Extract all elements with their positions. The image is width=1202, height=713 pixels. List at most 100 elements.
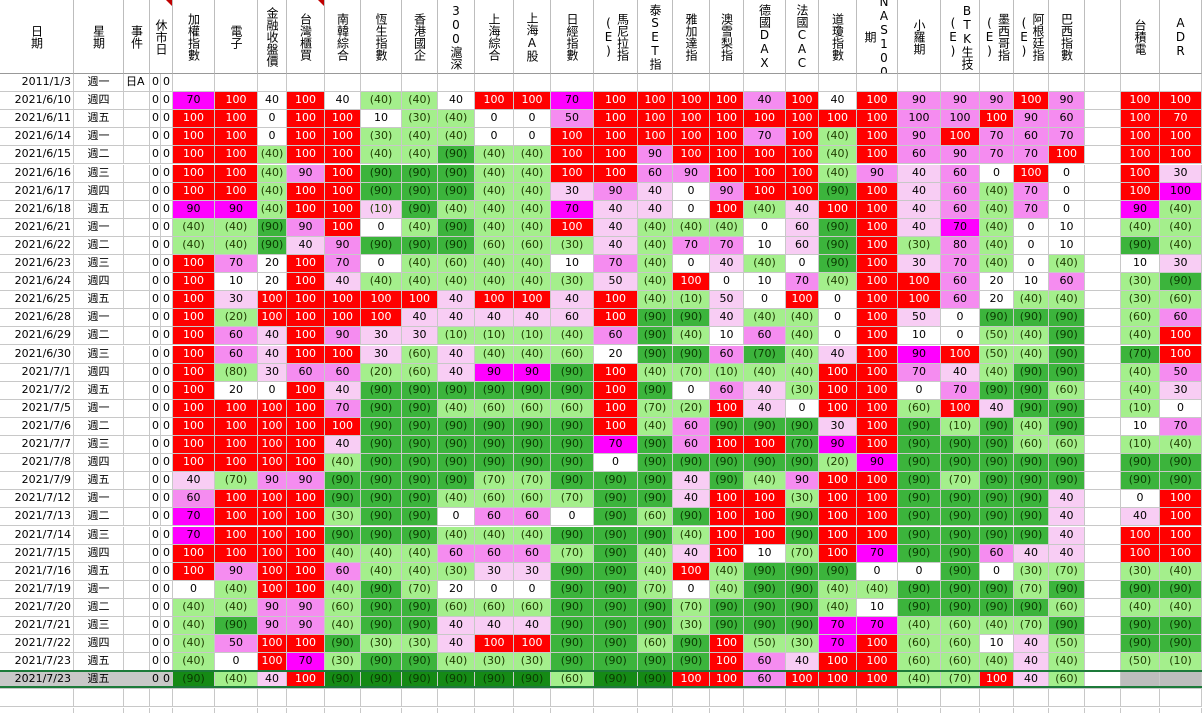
value-cell[interactable]: 100: [475, 92, 514, 111]
value-cell[interactable]: 100: [287, 273, 325, 292]
value-cell[interactable]: 10: [215, 273, 258, 292]
value-cell[interactable]: (90): [898, 508, 941, 527]
cell-holiday[interactable]: 0: [161, 381, 173, 400]
cell-week[interactable]: 週二: [74, 236, 124, 255]
value-cell[interactable]: (70): [786, 544, 819, 563]
value-cell[interactable]: 100: [941, 110, 980, 129]
cell-event[interactable]: [124, 200, 150, 219]
value-cell[interactable]: (90): [980, 598, 1014, 617]
cell-holiday[interactable]: 0: [150, 490, 161, 509]
column-header-c24[interactable]: 台積電: [1121, 0, 1160, 74]
cell-holiday[interactable]: 0: [150, 580, 161, 599]
cell-week[interactable]: 週五: [74, 110, 124, 129]
value-cell[interactable]: (30): [325, 508, 361, 527]
column-header-c16[interactable]: 法國CAC: [786, 0, 819, 74]
value-cell[interactable]: (40): [173, 617, 215, 636]
value-cell[interactable]: 30: [1160, 381, 1202, 400]
value-cell[interactable]: (90): [744, 598, 786, 617]
value-cell[interactable]: 100: [710, 635, 744, 654]
cell-date[interactable]: 2021/7/13: [0, 508, 74, 527]
value-cell[interactable]: 100: [710, 436, 744, 455]
value-cell[interactable]: 100: [173, 454, 215, 473]
value-cell[interactable]: 60: [215, 327, 258, 346]
empty-cell[interactable]: [1085, 544, 1121, 563]
empty-cell[interactable]: [551, 74, 594, 93]
empty-cell[interactable]: [402, 707, 438, 713]
cell-week[interactable]: 週三: [74, 345, 124, 364]
value-cell[interactable]: 70: [594, 255, 638, 274]
value-cell[interactable]: (30): [1121, 562, 1160, 581]
cell-week[interactable]: 週五: [74, 472, 124, 491]
value-cell[interactable]: 60: [514, 508, 551, 527]
value-cell[interactable]: 100: [258, 580, 287, 599]
value-cell[interactable]: 0: [898, 381, 941, 400]
cell-holiday[interactable]: 0: [150, 544, 161, 563]
value-cell[interactable]: (10): [1121, 436, 1160, 455]
value-cell[interactable]: (90): [1014, 598, 1049, 617]
value-cell[interactable]: 100: [1121, 110, 1160, 129]
value-cell[interactable]: 100: [258, 436, 287, 455]
value-cell[interactable]: (40): [402, 92, 438, 111]
value-cell[interactable]: 40: [514, 309, 551, 328]
value-cell[interactable]: 40: [287, 236, 325, 255]
value-cell[interactable]: (70): [638, 399, 673, 418]
empty-cell[interactable]: [638, 74, 673, 93]
value-cell[interactable]: 30: [215, 291, 258, 310]
value-cell[interactable]: (10): [710, 363, 744, 382]
value-cell[interactable]: 30: [898, 255, 941, 274]
value-cell[interactable]: 90: [1014, 110, 1049, 129]
empty-cell[interactable]: [361, 707, 402, 713]
empty-cell[interactable]: [857, 74, 898, 93]
value-cell[interactable]: 60: [325, 562, 361, 581]
value-cell[interactable]: 100: [287, 490, 325, 509]
value-cell[interactable]: 100: [857, 399, 898, 418]
value-cell[interactable]: 60: [673, 436, 710, 455]
value-cell[interactable]: 100: [744, 110, 786, 129]
value-cell[interactable]: 0: [857, 562, 898, 581]
value-cell[interactable]: (70): [551, 544, 594, 563]
value-cell[interactable]: 100: [215, 92, 258, 111]
value-cell[interactable]: 0: [1049, 164, 1085, 183]
value-cell[interactable]: (40): [819, 164, 857, 183]
value-cell[interactable]: 10: [1121, 255, 1160, 274]
value-cell[interactable]: (90): [898, 490, 941, 509]
empty-cell[interactable]: [857, 707, 898, 713]
value-cell[interactable]: 100: [819, 544, 857, 563]
cell-event[interactable]: [124, 273, 150, 292]
value-cell[interactable]: 10: [744, 273, 786, 292]
value-cell[interactable]: 100: [173, 363, 215, 382]
value-cell[interactable]: 40: [1049, 526, 1085, 545]
value-cell[interactable]: (40): [215, 236, 258, 255]
cell-date[interactable]: 2021/7/9: [0, 472, 74, 491]
cell-event[interactable]: [124, 182, 150, 201]
empty-cell[interactable]: [1085, 345, 1121, 364]
value-cell[interactable]: 100: [287, 635, 325, 654]
value-cell[interactable]: 60: [710, 345, 744, 364]
value-cell[interactable]: (70): [1121, 345, 1160, 364]
value-cell[interactable]: (40): [402, 273, 438, 292]
cell-holiday[interactable]: 0: [161, 544, 173, 563]
value-cell[interactable]: 40: [786, 653, 819, 672]
cell-holiday[interactable]: 0: [150, 363, 161, 382]
cell-week[interactable]: 週一: [74, 218, 124, 237]
empty-cell[interactable]: [594, 74, 638, 93]
value-cell[interactable]: 100: [744, 164, 786, 183]
empty-cell[interactable]: [819, 689, 857, 708]
empty-cell[interactable]: [514, 689, 551, 708]
cell-week[interactable]: 週五: [74, 671, 124, 690]
value-cell[interactable]: 100: [819, 508, 857, 527]
value-cell[interactable]: (40): [215, 218, 258, 237]
value-cell[interactable]: 40: [744, 399, 786, 418]
value-cell[interactable]: (60): [402, 345, 438, 364]
value-cell[interactable]: (40): [786, 327, 819, 346]
value-cell[interactable]: 90: [710, 182, 744, 201]
value-cell[interactable]: (40): [1160, 436, 1202, 455]
value-cell[interactable]: (90): [402, 381, 438, 400]
value-cell[interactable]: 90: [325, 327, 361, 346]
column-header-c0[interactable]: 加權指數: [173, 0, 215, 74]
value-cell[interactable]: (60): [475, 399, 514, 418]
value-cell[interactable]: (40): [786, 345, 819, 364]
value-cell[interactable]: 100: [287, 128, 325, 147]
cell-week[interactable]: 週四: [74, 635, 124, 654]
value-cell[interactable]: (90): [551, 562, 594, 581]
